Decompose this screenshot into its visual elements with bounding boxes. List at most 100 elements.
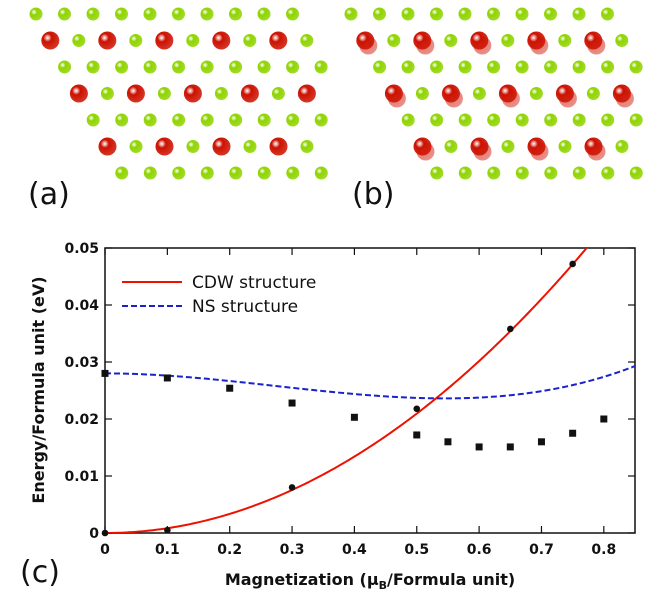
green-atom xyxy=(86,7,100,21)
green-atom xyxy=(100,87,114,100)
data-point-ns xyxy=(444,438,452,446)
green-atom xyxy=(487,166,501,180)
green-atom xyxy=(143,166,157,180)
x-tick-label: 0.1 xyxy=(155,542,180,558)
red-atom xyxy=(98,31,117,50)
data-point-ns xyxy=(101,369,109,377)
chart-markers xyxy=(101,260,608,537)
data-point-ns xyxy=(163,374,171,382)
green-atom xyxy=(430,113,444,127)
red-atom xyxy=(126,84,145,103)
green-atom xyxy=(501,140,515,153)
green-atom xyxy=(501,34,515,47)
data-point-cdw xyxy=(101,529,109,537)
panel-a-lattice xyxy=(29,7,328,180)
data-point-ns xyxy=(288,399,296,407)
green-atom xyxy=(286,113,300,127)
green-atom xyxy=(300,140,314,153)
green-atom xyxy=(286,7,299,21)
red-atom xyxy=(155,137,174,156)
series-line-0 xyxy=(105,248,588,533)
x-tick-label: 0.7 xyxy=(529,542,554,558)
green-atom xyxy=(115,113,129,127)
green-atom xyxy=(401,7,415,21)
data-point-ns xyxy=(600,415,608,423)
red-atom xyxy=(470,137,489,156)
green-atom xyxy=(458,60,472,74)
green-atom xyxy=(314,60,328,74)
green-atom xyxy=(458,7,472,21)
data-point-cdw xyxy=(569,260,576,268)
x-tick-label: 0.2 xyxy=(217,542,242,558)
green-atom xyxy=(200,166,214,180)
green-atom xyxy=(373,60,387,74)
green-atom xyxy=(401,60,415,74)
green-atom xyxy=(257,166,271,180)
data-point-ns xyxy=(475,443,483,451)
green-atom xyxy=(143,7,157,21)
red-atom xyxy=(240,84,259,103)
green-atom xyxy=(430,60,444,74)
green-atom xyxy=(115,7,128,21)
green-atom xyxy=(157,87,171,100)
y-tick-label: 0 xyxy=(89,526,99,542)
green-atom xyxy=(487,113,501,127)
green-atom xyxy=(172,113,186,127)
green-atom xyxy=(529,87,543,100)
green-atom xyxy=(544,60,558,74)
green-atom xyxy=(172,166,186,180)
green-atom xyxy=(444,34,458,47)
red-atom xyxy=(527,31,546,50)
green-atom xyxy=(86,113,100,127)
legend-label-cdw: CDW structure xyxy=(192,273,316,293)
green-atom xyxy=(558,34,572,47)
energy-chart: 0 0.1 0.2 0.3 0.4 0.5 0.6 0.7 0.8 00.010.020.030… xyxy=(29,241,636,592)
green-atom xyxy=(487,60,501,74)
green-atom xyxy=(115,60,129,74)
green-atom xyxy=(458,166,472,180)
green-atom xyxy=(629,60,643,74)
green-atom xyxy=(300,34,314,47)
green-atom xyxy=(572,7,586,21)
green-atom xyxy=(430,7,443,21)
red-atom xyxy=(498,84,517,103)
chart-curves xyxy=(105,248,635,533)
y-tick-label: 0.03 xyxy=(64,355,99,371)
green-atom xyxy=(143,60,157,74)
data-point-cdw xyxy=(413,405,421,413)
red-atom xyxy=(212,31,231,50)
data-point-ns xyxy=(506,443,514,451)
red-atom xyxy=(155,31,174,50)
red-atom xyxy=(441,84,460,103)
green-atom xyxy=(229,113,243,127)
green-atom xyxy=(286,166,300,180)
green-atom xyxy=(143,113,157,127)
green-atom xyxy=(430,166,444,180)
green-atom xyxy=(515,60,529,74)
green-atom xyxy=(572,113,586,127)
green-atom xyxy=(544,113,558,127)
x-tick-label: 0.6 xyxy=(467,542,492,558)
green-atom xyxy=(229,7,242,21)
green-atom xyxy=(314,113,328,127)
green-atom xyxy=(229,60,243,74)
x-tick-label: 0 xyxy=(100,542,110,558)
y-tick-label: 0.02 xyxy=(64,412,99,428)
green-atom xyxy=(487,7,500,21)
red-atom xyxy=(98,137,117,156)
red-atom xyxy=(356,31,375,50)
green-atom xyxy=(200,7,214,21)
data-point-ns xyxy=(537,438,545,446)
green-atom xyxy=(572,60,586,74)
y-tick-label: 0.05 xyxy=(64,241,99,257)
red-atom xyxy=(183,84,202,103)
green-atom xyxy=(601,166,615,180)
green-atom xyxy=(629,113,643,127)
y-axis-title: Energy/Formula unit (eV) xyxy=(29,276,48,503)
y-tick-label: 0.04 xyxy=(64,298,99,314)
green-atom xyxy=(415,87,429,100)
green-atom xyxy=(458,113,472,127)
green-atom xyxy=(286,60,300,74)
legend-label-ns: NS structure xyxy=(192,297,298,317)
